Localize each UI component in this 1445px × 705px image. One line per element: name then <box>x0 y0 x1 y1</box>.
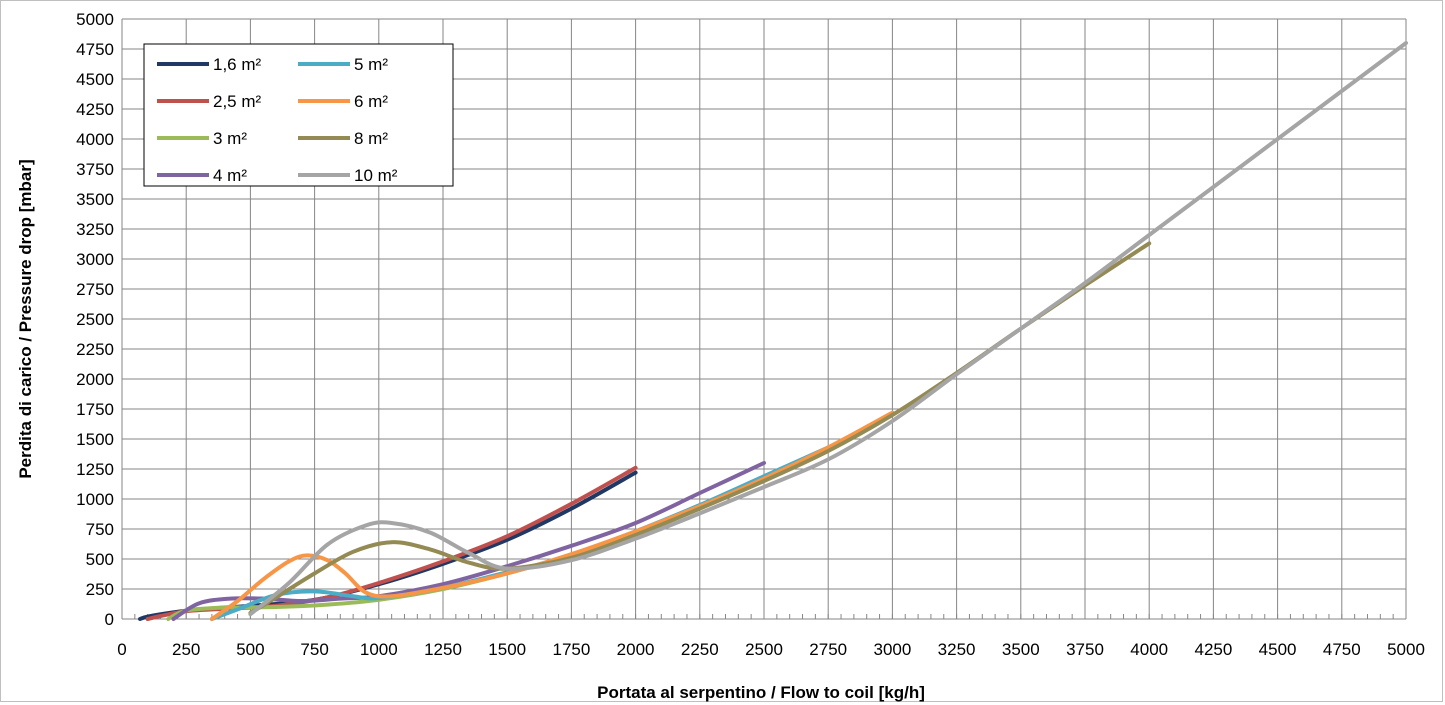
x-tick-label: 3000 <box>873 640 911 659</box>
x-tick-label: 250 <box>172 640 200 659</box>
x-tick-label: 750 <box>300 640 328 659</box>
series-line-5 <box>209 410 895 621</box>
series-line-7 <box>248 41 1408 617</box>
legend-label-0: 1,6 m² <box>213 55 262 74</box>
x-tick-label: 500 <box>236 640 264 659</box>
legend-label-6: 8 m² <box>354 129 388 148</box>
x-tick-label: 4500 <box>1259 640 1297 659</box>
x-tick-label: 1750 <box>552 640 590 659</box>
series-line-3 <box>171 461 766 621</box>
tick-label-layer: 0 250 500 750 1000 1250 1500 1750 2000 2250 2500 27… <box>76 10 1425 659</box>
x-tick-label: 3250 <box>938 640 976 659</box>
y-tick-label: 0 <box>105 610 114 629</box>
y-tick-label: 1750 <box>76 400 114 419</box>
y-tick-label: 2750 <box>76 280 114 299</box>
x-tick-label: 2750 <box>809 640 847 659</box>
y-tick-label: 3000 <box>76 250 114 269</box>
minor-tick-layer <box>121 614 1407 619</box>
x-tick-label: 4250 <box>1194 640 1232 659</box>
y-tick-label: 4500 <box>76 70 114 89</box>
x-tick-label: 2250 <box>681 640 719 659</box>
legend-label-4: 5 m² <box>354 55 388 74</box>
y-tick-label: 2500 <box>76 310 114 329</box>
x-tick-label: 1000 <box>360 640 398 659</box>
legend-box <box>143 43 454 187</box>
y-tick-label: 1500 <box>76 430 114 449</box>
y-tick-label: 750 <box>86 520 114 539</box>
x-tick-label: 2500 <box>745 640 783 659</box>
y-tick-label: 3750 <box>76 160 114 179</box>
series-layer <box>138 41 1408 621</box>
legend-label-5: 6 m² <box>354 92 388 111</box>
y-tick-label: 5000 <box>76 10 114 29</box>
x-tick-label: 4000 <box>1130 640 1168 659</box>
x-tick-label: 3500 <box>1002 640 1040 659</box>
y-tick-label: 1250 <box>76 460 114 479</box>
y-tick-label: 3500 <box>76 190 114 209</box>
y-tick-label: 2000 <box>76 370 114 389</box>
legend-label-2: 3 m² <box>213 129 247 148</box>
x-tick-label: 2000 <box>617 640 655 659</box>
x-axis-title: Portata al serpentino / Flow to coil [kg… <box>597 683 925 702</box>
x-tick-label: 1250 <box>424 640 462 659</box>
legend-label-7: 10 m² <box>354 166 398 185</box>
x-tick-label: 5000 <box>1387 640 1425 659</box>
legend: 1,6 m² 2,5 m² 3 m² 4 m² 5 m² 6 m² 8 m² 10 m² <box>143 43 454 187</box>
y-tick-label: 2250 <box>76 340 114 359</box>
y-axis-title: Perdita di carico / Pressure drop [mbar] <box>16 159 35 478</box>
x-tick-label: 1500 <box>488 640 526 659</box>
y-tick-label: 4000 <box>76 130 114 149</box>
y-tick-label: 1000 <box>76 490 114 509</box>
legend-label-1: 2,5 m² <box>213 92 262 111</box>
legend-label-3: 4 m² <box>213 166 247 185</box>
x-tick-label: 4750 <box>1323 640 1361 659</box>
x-tick-label: 0 <box>117 640 126 659</box>
x-tick-label: 3750 <box>1066 640 1104 659</box>
y-tick-label: 4750 <box>76 40 114 59</box>
y-tick-label: 500 <box>86 550 114 569</box>
y-tick-label: 4250 <box>76 100 114 119</box>
y-tick-label: 3250 <box>76 220 114 239</box>
y-tick-label: 250 <box>86 580 114 599</box>
